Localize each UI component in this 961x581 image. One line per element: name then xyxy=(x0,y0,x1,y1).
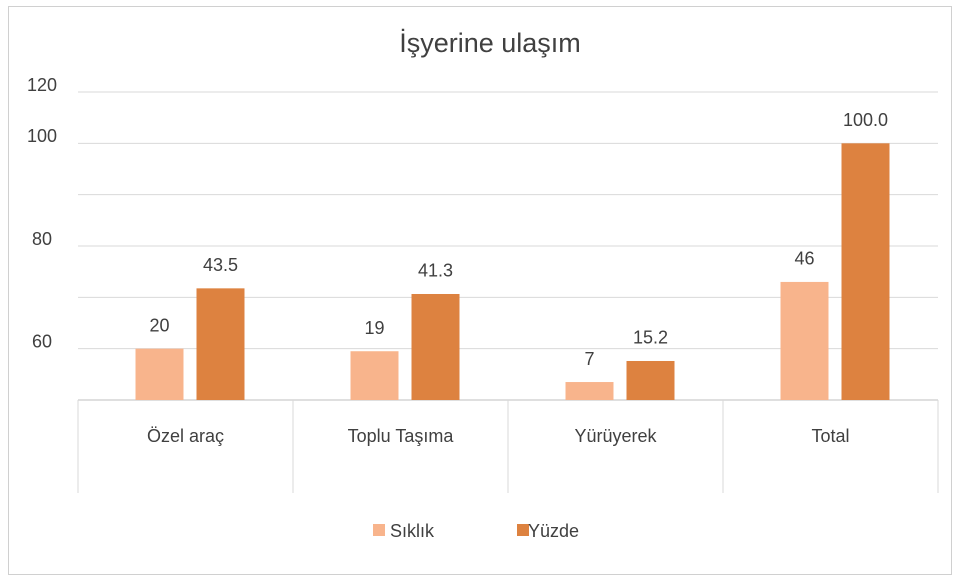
bar xyxy=(626,360,675,400)
data-label: 19 xyxy=(364,318,384,338)
data-label: 46 xyxy=(794,249,814,269)
legend-swatch xyxy=(373,524,385,536)
chart-title: İşyerine ulaşım xyxy=(399,27,581,58)
data-label: 41.3 xyxy=(418,261,453,281)
data-label: 7 xyxy=(584,349,594,369)
y-tick-label: 120 xyxy=(27,75,57,95)
bar xyxy=(196,288,245,400)
x-tick-label: Özel araç xyxy=(147,426,224,446)
legend-swatch xyxy=(517,524,529,536)
data-label: 100.0 xyxy=(843,110,888,130)
bar xyxy=(841,143,890,401)
y-tick-label: 100 xyxy=(27,126,57,146)
x-tick-label: Total xyxy=(811,426,849,446)
legend-label: Sıklık xyxy=(390,521,435,541)
bar xyxy=(135,348,184,400)
bar xyxy=(565,382,614,400)
y-tick-label: 80 xyxy=(32,229,52,249)
data-label: 15.2 xyxy=(633,328,668,348)
legend-label: Yüzde xyxy=(528,521,579,541)
bar xyxy=(780,281,829,400)
data-label: 20 xyxy=(149,315,169,335)
data-label: 43.5 xyxy=(203,255,238,275)
x-tick-label: Yürüyerek xyxy=(574,426,657,446)
y-tick-label: 60 xyxy=(32,331,52,351)
x-tick-label: Toplu Taşıma xyxy=(348,426,455,446)
bar xyxy=(411,293,460,400)
bar xyxy=(350,351,399,400)
